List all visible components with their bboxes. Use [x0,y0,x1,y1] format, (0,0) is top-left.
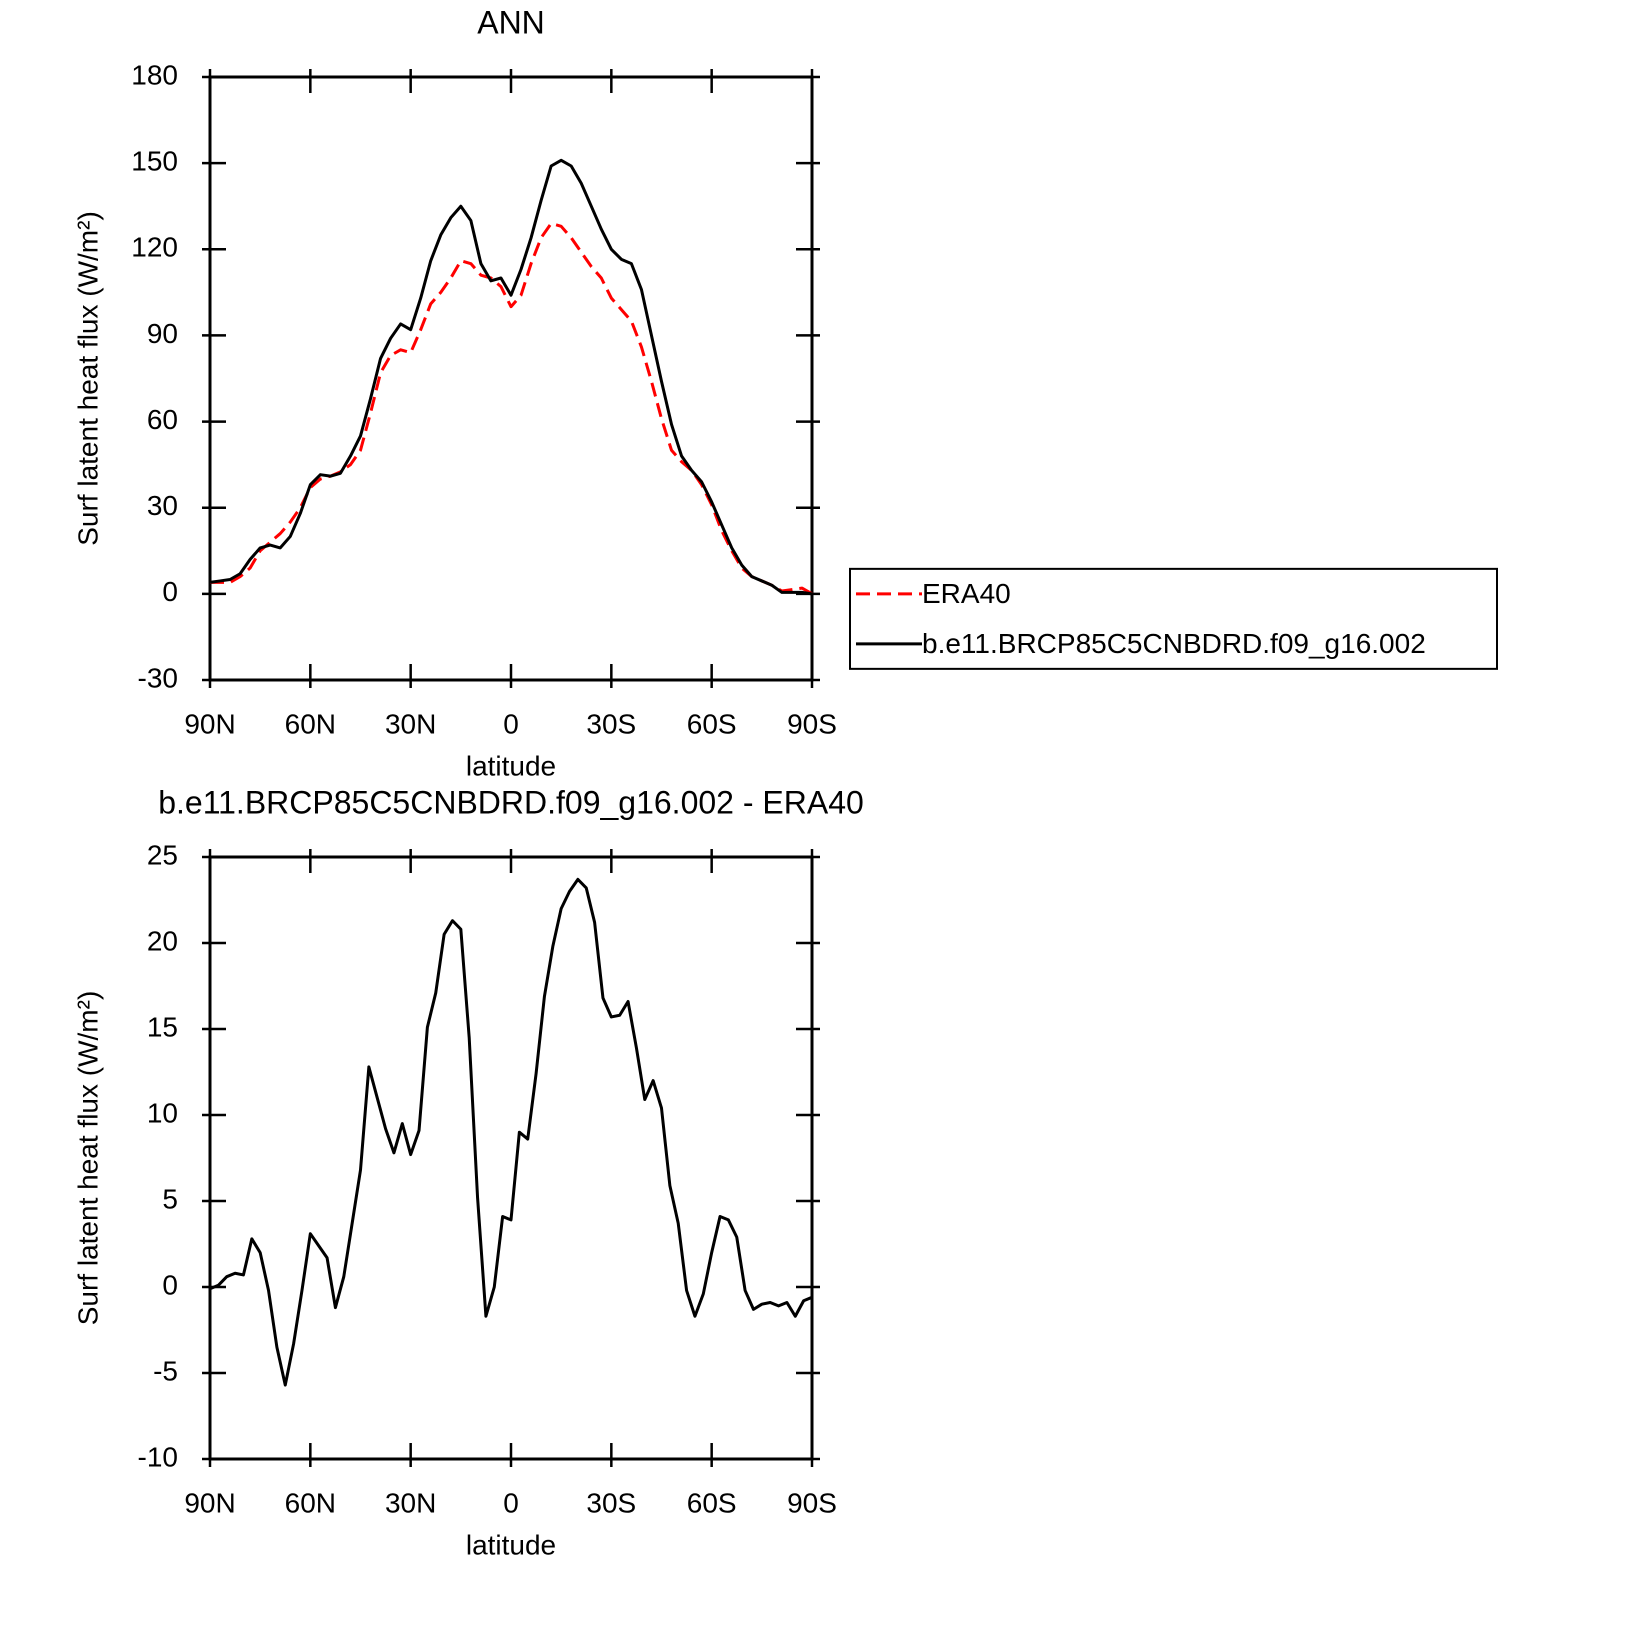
legend-box [849,567,1498,670]
x-tick-label: 60S [687,708,737,739]
y-tick-label: 150 [131,146,178,177]
plot-frame [208,75,814,682]
x-axis-label: latitude [466,1529,556,1560]
legend-label: b.e11.BRCP85C5CNBDRD.f09_g16.002 [922,628,1426,659]
y-axis-label: Surf latent heat flux (W/m²) [72,991,103,1326]
y-tick-label: 0 [162,1269,178,1300]
data-line [209,158,813,596]
data-line [209,877,813,1387]
x-tick-label: 30S [586,708,636,739]
y-axis-label: Surf latent heat flux (W/m²) [72,211,103,546]
y-tick-label: 20 [147,925,178,956]
y-tick-label: 60 [147,404,178,435]
x-tick-label: 90S [787,708,837,739]
y-tick-label: -10 [138,1441,178,1472]
y-tick-label: 10 [147,1097,178,1128]
chart-title: ANN [477,4,545,40]
y-tick-label: 120 [131,232,178,263]
y-tick-label: 25 [147,839,178,870]
x-axis-label: latitude [466,750,556,781]
data-line [210,221,813,596]
y-tick-label: 90 [147,318,178,349]
x-tick-label: 60N [285,708,336,739]
x-tick-label: 90N [184,708,235,739]
x-tick-label: 0 [503,1487,519,1518]
chart-title: b.e11.BRCP85C5CNBDRD.f09_g16.002 - ERA40 [158,784,864,820]
x-tick-label: 0 [503,708,519,739]
y-tick-label: 15 [147,1011,178,1042]
y-tick-label: 0 [162,576,178,607]
plot-frame [208,855,814,1461]
y-tick-label: -5 [153,1355,178,1386]
x-tick-label: 60N [285,1487,336,1518]
x-tick-label: 60S [687,1487,737,1518]
legend-label: ERA40 [922,578,1011,609]
x-tick-label: 90N [184,1487,235,1518]
y-tick-label: -30 [138,662,178,693]
x-tick-label: 30N [385,708,436,739]
x-tick-label: 30N [385,1487,436,1518]
x-tick-label: 90S [787,1487,837,1518]
y-tick-label: 30 [147,490,178,521]
x-tick-label: 30S [586,1487,636,1518]
y-tick-label: 5 [162,1183,178,1214]
y-tick-label: 180 [131,59,178,90]
